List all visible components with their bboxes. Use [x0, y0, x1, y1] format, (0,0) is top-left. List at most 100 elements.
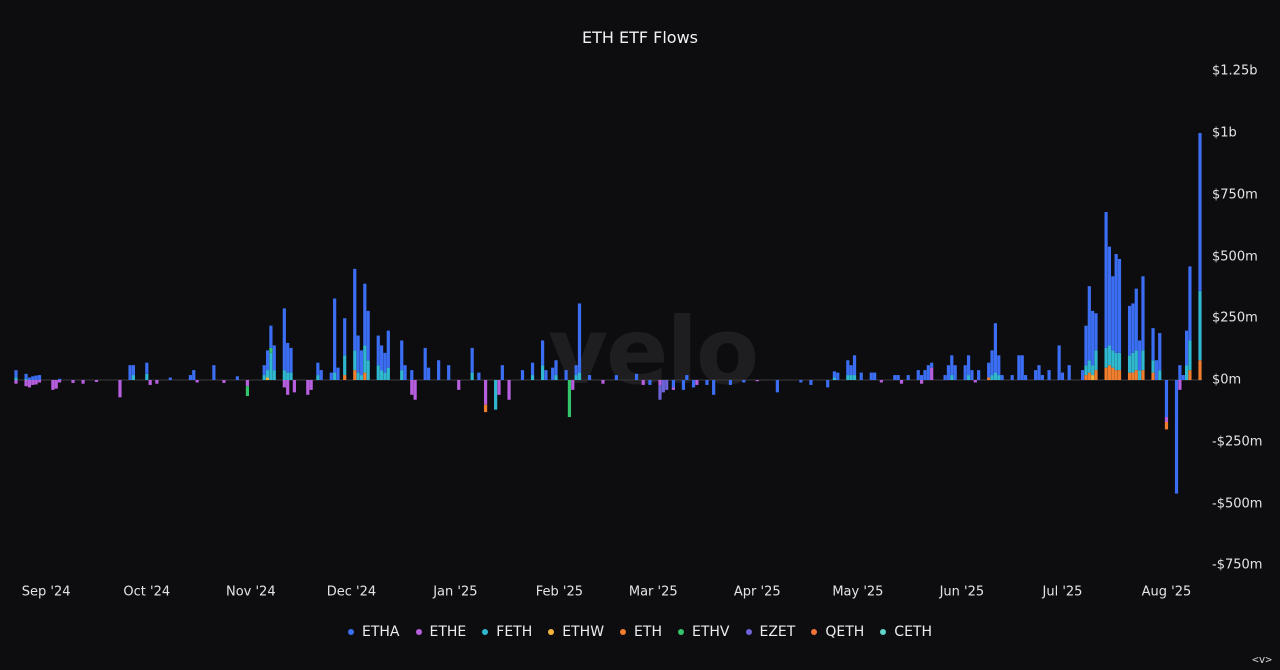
bar-segment-etha — [1094, 313, 1098, 351]
bar-segment-feth — [1198, 291, 1202, 361]
bar-segment-feth — [333, 372, 337, 380]
bar-segment-etha — [520, 370, 525, 380]
bar-segment-etha — [24, 373, 28, 379]
bar-segment-ethe — [27, 380, 32, 388]
legend-item-ceth[interactable]: CETH — [880, 624, 932, 640]
bar-segment-etha — [265, 350, 270, 371]
bar-segment-feth — [1094, 350, 1098, 371]
bar-segment-etha — [353, 268, 357, 351]
legend-dot-icon — [548, 629, 555, 635]
bar-segment-ethe — [24, 380, 28, 387]
bar-segment-ethe — [483, 380, 488, 405]
bar-segment-ethe — [195, 380, 199, 383]
bar-segment-etha — [544, 370, 548, 380]
legend-item-ethe[interactable]: ETHE — [415, 624, 466, 640]
bar-segment-etha — [363, 283, 367, 346]
bar-segment-etha — [634, 373, 639, 380]
bar-segment-etha — [383, 352, 387, 373]
legend-item-qeth[interactable]: QETH — [811, 624, 864, 640]
bar-segment-etha — [920, 375, 924, 380]
bar-segment-ethe — [920, 380, 924, 384]
bar-segment-etha — [930, 362, 934, 368]
x-tick-label: Jun '25 — [939, 584, 985, 600]
bar-segment-etha — [614, 375, 618, 380]
bar-segment-feth — [1114, 352, 1118, 371]
bar-segment-etha — [809, 380, 813, 385]
bar-segment-etha — [286, 342, 290, 373]
bar-segment-etha — [31, 376, 35, 380]
bar-segment-etha — [1131, 303, 1135, 353]
bar-segment-ezet — [665, 380, 669, 390]
bar-segment-ethe — [306, 380, 310, 395]
bar-segment-etha — [1047, 370, 1051, 380]
bar-segment-etha — [366, 310, 370, 361]
legend-label: ETHV — [691, 624, 730, 640]
bar-segment-etha — [470, 347, 474, 373]
legend-item-feth[interactable]: FETH — [482, 624, 532, 640]
legend-item-ethv[interactable]: ETHV — [677, 624, 730, 640]
legend-item-etha[interactable]: ETHA — [347, 624, 400, 640]
navigation-arrows[interactable]: <v> — [1252, 653, 1272, 666]
bar-segment-feth — [1091, 365, 1095, 376]
bar-segment-etha — [423, 347, 427, 380]
bar-segment-eth — [1131, 372, 1135, 380]
bar-segment-ethe — [94, 380, 99, 382]
legend-item-ezet[interactable]: EZET — [745, 624, 795, 640]
bar-segment-etha — [329, 372, 333, 380]
bar-segment-ethv — [269, 347, 273, 353]
bar-segment-etha — [836, 372, 840, 380]
bar-segment-etha — [1040, 375, 1044, 380]
bar-segment-etha — [1158, 333, 1162, 371]
bar-segment-feth — [950, 375, 954, 380]
bar-segment-feth — [990, 375, 994, 380]
bar-segment-etha — [564, 370, 568, 380]
bar-segment-feth — [1134, 350, 1138, 371]
bar-segment-etha — [1067, 365, 1071, 380]
bar-segment-ethe — [497, 380, 501, 395]
bar-segment-feth — [1131, 352, 1135, 373]
bar-segment-feth — [286, 372, 290, 380]
bar-segment-ethe — [292, 380, 296, 393]
bar-segment-ethe — [54, 380, 58, 389]
legend-item-eth[interactable]: ETH — [620, 624, 662, 640]
bar-segment-etha — [946, 365, 951, 380]
bar-segment-ethe — [148, 380, 152, 385]
bar-segment-feth — [1104, 347, 1108, 368]
bar-segment-eth — [363, 372, 367, 380]
legend-dot-icon — [347, 629, 354, 635]
x-tick-label: Mar '25 — [628, 584, 678, 600]
bar-segment-etha — [826, 380, 830, 388]
bar-segment-etha — [705, 380, 709, 385]
bar-segment-etha — [400, 340, 404, 371]
bar-segment-etha — [410, 370, 414, 380]
y-tick-label: $1.25b — [1212, 63, 1258, 79]
bar-segment-etha — [926, 365, 930, 380]
bar-segment-ezet — [661, 380, 665, 393]
bar-segment-etha — [34, 375, 38, 380]
bar-segment-etha — [376, 335, 380, 366]
x-tick-label: Sep '24 — [21, 584, 71, 600]
bar-segment-etha — [1127, 305, 1132, 356]
x-tick-label: Feb '25 — [535, 584, 583, 600]
bar-segment-feth — [14, 377, 18, 380]
bar-segment-ethe — [1164, 417, 1169, 422]
bar-segment-etha — [289, 347, 293, 373]
bar-segment-etha — [235, 376, 239, 380]
y-tick-label: -$500m — [1212, 496, 1263, 511]
bar-segment-ethe — [71, 380, 75, 383]
bar-segment-feth — [1158, 370, 1162, 380]
bar-segment-etha — [1010, 375, 1014, 380]
bar-segment-etha — [648, 380, 652, 385]
bar-segment-etha — [1111, 276, 1115, 351]
watermark-logo: velo — [548, 298, 759, 405]
x-tick-label: May '25 — [832, 584, 884, 600]
bar-segment-feth — [379, 370, 384, 380]
bar-segment-etha — [379, 345, 384, 371]
bar-segment-etha — [577, 303, 582, 373]
bar-segment-ethe — [31, 380, 35, 385]
legend-label: FETH — [496, 624, 533, 640]
legend-item-ethw[interactable]: ETHW — [548, 624, 604, 640]
bar-segment-eth — [1188, 370, 1192, 380]
bar-segment-etha — [131, 365, 135, 376]
bar-segment-eth — [1127, 372, 1132, 380]
